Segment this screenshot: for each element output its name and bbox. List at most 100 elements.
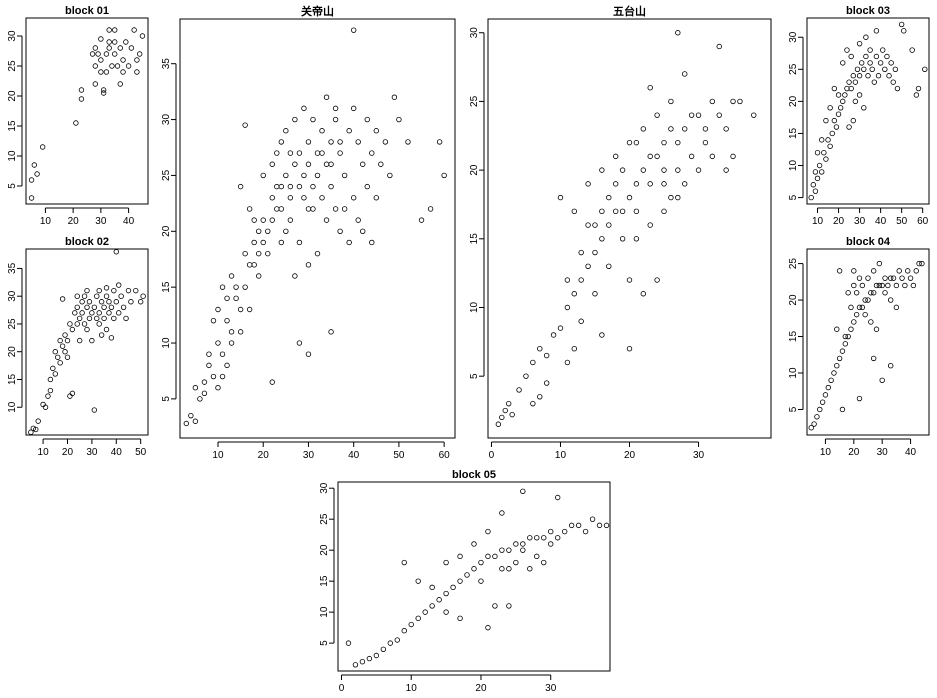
data-point [89,51,96,57]
data-point [842,333,849,340]
x-tick-label: 40 [348,450,360,461]
data-point [709,153,716,160]
data-point [543,352,550,359]
y-tick-label: 5 [788,406,799,412]
y-tick-label: 30 [161,114,172,126]
x-tick-label: 0 [339,683,345,694]
data-point [408,621,414,628]
data-point [808,194,814,201]
x-tick-label: 20 [848,447,860,458]
data-point [422,609,428,615]
data-point [825,137,831,143]
data-point [346,128,352,134]
data-point [571,208,577,215]
data-point [314,150,321,156]
data-point [78,87,85,93]
data-point [328,183,334,190]
data-point [391,94,398,100]
data-point [873,282,880,289]
plot-frame [25,248,149,436]
y-tick-label: 15 [7,373,18,385]
data-point [210,373,217,380]
data-point [228,273,235,279]
data-point [851,282,857,289]
data-point [101,315,107,322]
plot-frame [487,18,772,439]
data-point [28,429,34,435]
data-point [134,57,140,63]
data-point [816,162,823,169]
data-point [612,153,619,160]
data-point [373,195,379,201]
y-tick-label: 30 [7,30,18,42]
data-point [81,293,88,299]
data-point [578,277,584,283]
data-point [251,262,257,268]
data-point [596,522,603,529]
data-point [89,337,95,344]
data-point [319,195,325,201]
data-point [118,293,124,299]
data-point [585,263,591,269]
data-point [850,73,856,79]
y-tick-label: 5 [788,194,799,200]
data-point [499,566,505,572]
data-point [341,172,348,179]
data-point [265,228,271,234]
scatter-panel-6: block 04 10 20 30 40 5 10 15 20 25 [788,236,930,458]
y-tick-label: 5 [469,373,480,379]
data-point [654,112,660,118]
data-point [894,85,901,92]
data-point [527,535,533,541]
y-tick-label: 35 [161,58,172,70]
data-point [853,290,860,296]
data-point [916,260,922,267]
data-point [378,161,384,167]
data-point [323,94,330,100]
data-point [902,282,908,289]
data-point [858,60,865,66]
data-point [859,304,866,311]
data-point [582,528,589,535]
data-point [123,39,129,45]
data-point [492,603,498,609]
data-point [890,275,897,281]
data-point [401,628,407,634]
data-point [839,348,846,354]
data-point [534,535,540,541]
x-tick-label: 20 [475,683,487,694]
data-point [869,66,875,73]
data-point [589,516,596,522]
chart-title: block 02 [65,236,109,248]
data-point [269,195,275,201]
data-point [840,98,846,105]
data-point [592,222,598,228]
data-point [192,418,199,424]
scatter-panel-3: 关帝山 10 20 30 40 50 60 5 10 15 20 25 30 35 [161,4,456,461]
data-point [879,377,885,383]
y-tick-label: 5 [161,396,172,402]
data-point [856,304,863,311]
data-point [640,167,647,173]
data-point [360,228,366,234]
data-point [865,275,871,281]
data-point [242,122,248,128]
data-point [109,63,115,69]
data-point [219,284,226,290]
x-tick-label: 30 [877,447,889,458]
data-point [64,354,71,360]
data-point [305,161,312,167]
data-point [534,553,540,560]
data-point [92,81,99,87]
data-point [868,290,874,296]
data-point [120,304,127,310]
data-point [364,116,370,123]
data-point [314,250,321,257]
data-point [369,239,375,246]
data-point [278,183,285,190]
x-tick-label: 40 [123,216,135,227]
data-point [647,153,653,160]
data-point [814,175,821,182]
data-point [880,47,886,53]
data-point [94,315,100,322]
